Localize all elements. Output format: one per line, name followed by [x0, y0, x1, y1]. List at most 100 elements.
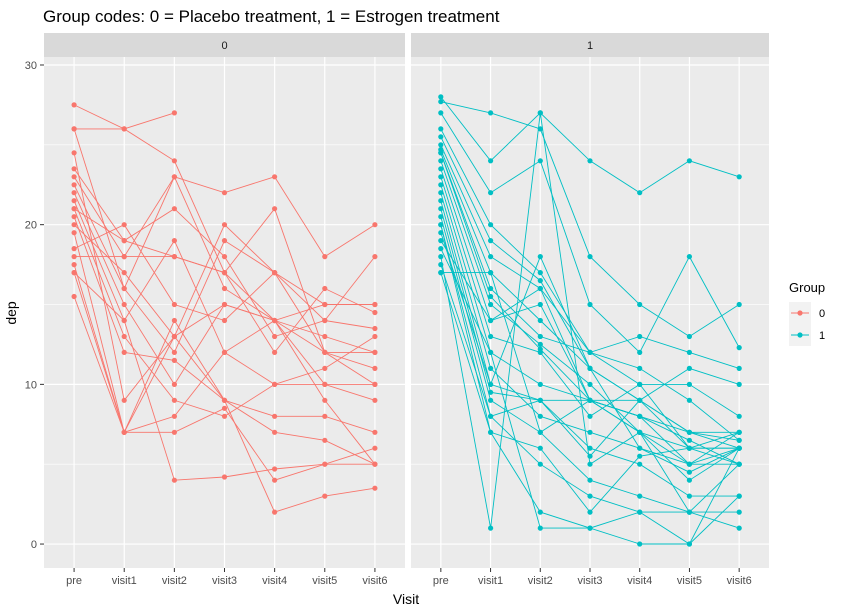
data-point [438, 270, 444, 276]
data-point [488, 413, 494, 419]
data-point [438, 238, 444, 244]
data-point [322, 493, 328, 499]
data-point [121, 397, 127, 403]
data-point [537, 301, 543, 308]
data-point [372, 445, 378, 451]
data-point [221, 190, 228, 196]
data-point [488, 110, 494, 116]
legend-key-point [797, 310, 803, 316]
data-point [736, 413, 742, 419]
data-point [221, 222, 228, 228]
legend-key-point [797, 332, 803, 338]
data-point [221, 285, 228, 292]
data-point [488, 285, 494, 292]
series-1-20 [438, 230, 742, 467]
data-point [272, 466, 278, 472]
data-point [488, 429, 494, 435]
y-axis-title: dep [3, 301, 19, 325]
x-axis-title: Visit [393, 591, 419, 607]
data-point [121, 254, 127, 260]
data-point [121, 317, 127, 324]
data-point [272, 270, 278, 276]
data-point [587, 453, 593, 459]
data-point [272, 413, 278, 419]
data-point [736, 301, 742, 308]
data-point [587, 397, 593, 403]
data-point [488, 238, 494, 244]
x-tick-label: visit4 [262, 575, 287, 587]
data-point [488, 389, 494, 395]
series-1-3 [438, 110, 742, 355]
data-point [587, 429, 593, 435]
x-tick-label: visit6 [362, 575, 387, 587]
data-point [537, 525, 543, 531]
data-point [736, 493, 742, 499]
data-point [537, 381, 543, 387]
data-point [71, 293, 77, 300]
data-point [71, 246, 77, 252]
legend-title: Group [789, 280, 825, 295]
y-tick-label: 0 [31, 539, 37, 551]
data-point [736, 525, 742, 531]
data-point [71, 262, 77, 268]
data-point [488, 525, 494, 531]
data-point [537, 341, 543, 347]
data-point [587, 254, 593, 260]
data-point [438, 158, 444, 164]
data-point [71, 230, 77, 236]
legend-label: 0 [819, 308, 825, 320]
legend-entry-1: 1 [789, 324, 825, 346]
data-point [686, 437, 693, 443]
data-point [488, 293, 494, 300]
data-point [372, 365, 378, 371]
data-point [71, 150, 77, 156]
data-point [272, 349, 278, 355]
data-point [372, 325, 378, 332]
data-point [272, 206, 278, 212]
data-point [372, 349, 378, 355]
data-point [171, 174, 177, 180]
data-point [272, 333, 278, 340]
series-1-23 [438, 110, 742, 531]
data-point [438, 190, 444, 196]
data-point [272, 317, 278, 324]
data-point [221, 317, 228, 324]
data-point [537, 317, 543, 324]
data-point [322, 317, 328, 324]
data-point [686, 541, 693, 547]
data-point [587, 461, 593, 467]
data-point [322, 397, 328, 403]
data-point [488, 349, 494, 355]
legend-entry-0: 0 [789, 302, 825, 324]
data-point [736, 461, 742, 467]
data-point [537, 333, 543, 340]
data-point [71, 182, 77, 188]
data-point [537, 461, 543, 467]
data-point [372, 485, 378, 491]
data-point [438, 134, 444, 140]
data-point [272, 477, 278, 483]
data-point [121, 126, 127, 132]
data-point [587, 365, 593, 371]
data-point [736, 429, 742, 435]
data-point [71, 166, 77, 172]
data-point [171, 301, 177, 308]
data-point [587, 525, 593, 531]
data-point [488, 301, 494, 308]
x-tick-label: visit4 [627, 575, 652, 587]
data-point [736, 345, 742, 351]
data-point [438, 206, 444, 212]
data-point [587, 493, 593, 499]
data-point [322, 381, 328, 387]
data-point [221, 413, 228, 419]
x-tick-label: visit2 [162, 575, 187, 587]
data-point [686, 333, 693, 340]
data-point [272, 509, 278, 515]
x-tick-label: visit3 [212, 575, 237, 587]
data-point [121, 238, 127, 244]
data-point [637, 413, 643, 419]
data-point [121, 349, 127, 355]
data-point [686, 158, 693, 164]
data-point [587, 413, 593, 419]
data-point [71, 190, 77, 196]
